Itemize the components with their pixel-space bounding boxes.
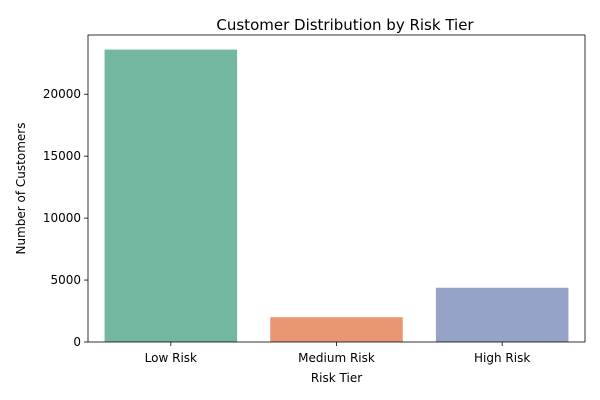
chart-title: Customer Distribution by Risk Tier (216, 16, 474, 34)
plot-frame (87, 34, 586, 343)
y-tick-label: 20000 (43, 87, 81, 101)
bar-medium-risk (270, 317, 403, 342)
y-tick-label: 0 (73, 335, 81, 349)
x-tick-label: Medium Risk (298, 351, 375, 365)
y-tick-label: 10000 (43, 211, 81, 225)
bar-high-risk (435, 287, 569, 342)
y-tick-label: 5000 (50, 273, 81, 287)
bar-low-risk (104, 49, 238, 342)
y-tick-label: 15000 (43, 149, 81, 163)
y-axis-ticks: 0 5000 10000 15000 20000 (43, 87, 88, 349)
x-tick-label: High Risk (474, 351, 530, 365)
bars-group (104, 49, 569, 342)
y-axis-label: Number of Customers (14, 123, 28, 255)
x-tick-label: Low Risk (145, 351, 197, 365)
x-axis-label: Risk Tier (311, 371, 362, 385)
x-axis-ticks: Low Risk Medium Risk High Risk (145, 342, 530, 365)
